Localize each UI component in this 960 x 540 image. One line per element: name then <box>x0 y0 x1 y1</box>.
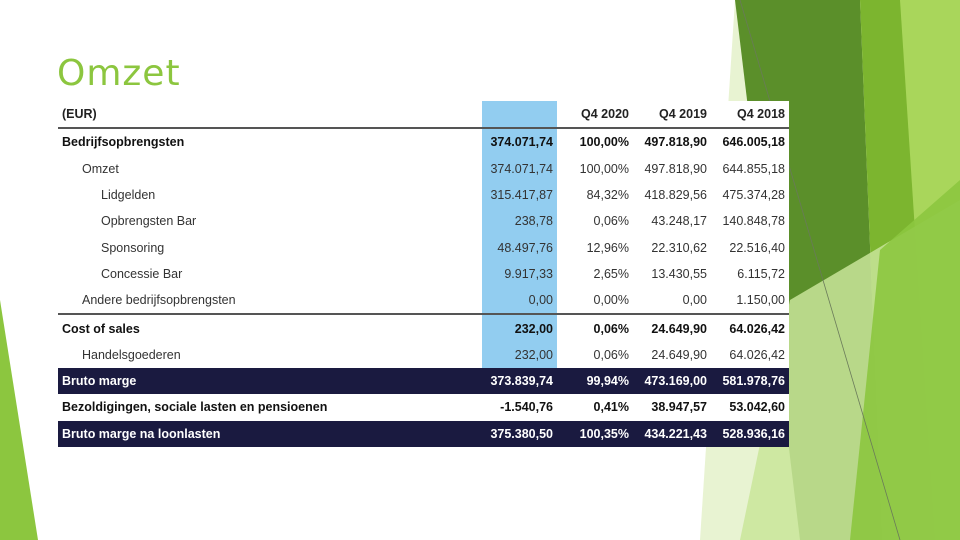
cell-q4-2020: 374.071,74 <box>482 128 557 156</box>
cell-q4-2019: 43.248,17 <box>651 214 707 229</box>
cell-pct: 0,06% <box>593 214 629 229</box>
row-label: Handelsgoederen <box>82 347 181 362</box>
cell-pct: 100,35% <box>557 420 633 447</box>
cell-q4-2019: 22.310,62 <box>651 240 707 255</box>
row-label: Sponsoring <box>101 240 165 255</box>
cell-q4-2019: 418.829,56 <box>644 188 707 203</box>
cell-pct: 0,06% <box>593 347 629 362</box>
thin-line <box>739 0 901 540</box>
table-row: Cost of sales 232,00 0,06% 24.649,90 64.… <box>58 313 789 342</box>
header-empty <box>482 101 557 130</box>
cell-q4-2018: 64.026,42 <box>711 313 789 342</box>
financial-table-container: (EUR) Q4 2020 Q4 2019 Q4 2018 Bedrijfsop… <box>58 101 789 447</box>
cell-q4-2018: 64.026,42 <box>729 347 785 362</box>
cell-q4-2018: 475.374,28 <box>722 188 785 203</box>
cell-pct: 2,65% <box>593 266 629 281</box>
cell-q4-2020: 9.917,33 <box>482 260 557 288</box>
cell-pct: 100,00% <box>579 161 629 176</box>
cell-q4-2019: 13.430,55 <box>651 266 707 281</box>
lower-bright-shape <box>850 180 960 540</box>
table-row: Concessie Bar 9.917,33 2,65% 13.430,55 6… <box>58 260 789 288</box>
row-label: Opbrengsten Bar <box>101 214 197 229</box>
financial-table: (EUR) Q4 2020 Q4 2019 Q4 2018 Bedrijfsop… <box>58 101 789 447</box>
table-row: Bezoldigingen, sociale lasten en pensioe… <box>58 394 789 421</box>
cell-q4-2018: 140.848,78 <box>722 214 785 229</box>
table-row: Omzet 374.071,74 100,00% 497.818,90 644.… <box>58 155 789 182</box>
row-label: Lidgelden <box>101 188 156 203</box>
cell-q4-2018: 581.978,76 <box>711 367 789 395</box>
cell-q4-2020: 232,00 <box>482 341 557 368</box>
cell-q4-2020: 48.497,76 <box>482 234 557 261</box>
table-header-row: (EUR) Q4 2020 Q4 2019 Q4 2018 <box>58 101 789 130</box>
row-label: Concessie Bar <box>101 266 183 281</box>
cell-pct: 84,32% <box>586 188 629 203</box>
row-label: Bedrijfsopbrengsten <box>62 135 185 150</box>
cell-q4-2018: 22.516,40 <box>729 240 785 255</box>
cell-q4-2019: 24.649,90 <box>633 313 711 342</box>
cell-q4-2020: 374.071,74 <box>482 155 557 182</box>
cell-q4-2019: 434.221,43 <box>633 420 711 447</box>
row-label: Bruto marge <box>58 367 482 395</box>
cell-q4-2019: 497.818,90 <box>644 161 707 176</box>
cell-q4-2019: 38.947,57 <box>651 400 707 415</box>
table-row: Handelsgoederen 232,00 0,06% 24.649,90 6… <box>58 341 789 368</box>
cell-q4-2018: 644.855,18 <box>722 161 785 176</box>
cell-q4-2020: 373.839,74 <box>482 367 557 395</box>
row-label: Omzet <box>82 161 119 176</box>
cell-q4-2020: -1.540,76 <box>482 394 557 421</box>
cell-q4-2019: 497.818,90 <box>644 135 707 150</box>
cell-q4-2020: 232,00 <box>482 313 557 342</box>
cell-q4-2018: 646.005,18 <box>722 135 785 150</box>
table-row: Bedrijfsopbrengsten 374.071,74 100,00% 4… <box>58 128 789 156</box>
cell-pct: 99,94% <box>557 367 633 395</box>
cell-pct: 0,00% <box>593 293 629 308</box>
header-q4-2020: Q4 2020 <box>557 101 633 130</box>
cell-q4-2019: 24.649,90 <box>651 347 707 362</box>
row-label: Bezoldigingen, sociale lasten en pensioe… <box>62 400 328 415</box>
header-q4-2019: Q4 2019 <box>633 101 711 130</box>
row-label: Bruto marge na loonlasten <box>58 420 482 447</box>
cell-q4-2018: 6.115,72 <box>737 266 785 281</box>
cell-q4-2020: 238,78 <box>482 208 557 235</box>
table-row: Lidgelden 315.417,87 84,32% 418.829,56 4… <box>58 181 789 209</box>
cell-q4-2019: 473.169,00 <box>633 367 711 395</box>
cell-pct: 0,41% <box>593 400 629 415</box>
table-row-total: Bruto marge 373.839,74 99,94% 473.169,00… <box>58 367 789 395</box>
cell-q4-2020: 315.417,87 <box>482 181 557 209</box>
cell-q4-2020: 375.380,50 <box>482 420 557 447</box>
slide-title: Omzet <box>57 53 181 94</box>
cell-pct: 100,00% <box>579 135 629 150</box>
cell-q4-2020: 0,00 <box>482 287 557 315</box>
row-label: Andere bedrijfsopbrengsten <box>82 293 236 308</box>
cell-pct: 0,06% <box>557 313 633 342</box>
left-green-triangle <box>0 300 38 540</box>
table-row: Sponsoring 48.497,76 12,96% 22.310,62 22… <box>58 234 789 261</box>
table-row: Andere bedrijfsopbrengsten 0,00 0,00% 0,… <box>58 287 789 315</box>
header-q4-2018: Q4 2018 <box>711 101 789 130</box>
cell-pct: 12,96% <box>586 240 629 255</box>
cell-q4-2019: 0,00 <box>682 293 707 308</box>
table-row: Opbrengsten Bar 238,78 0,06% 43.248,17 1… <box>58 208 789 235</box>
row-label: Cost of sales <box>58 313 482 342</box>
cell-q4-2018: 53.042,60 <box>729 400 785 415</box>
header-currency: (EUR) <box>58 101 482 130</box>
cell-q4-2018: 528.936,16 <box>711 420 789 447</box>
cell-q4-2018: 1.150,00 <box>736 293 785 308</box>
table-row-total: Bruto marge na loonlasten 375.380,50 100… <box>58 420 789 447</box>
